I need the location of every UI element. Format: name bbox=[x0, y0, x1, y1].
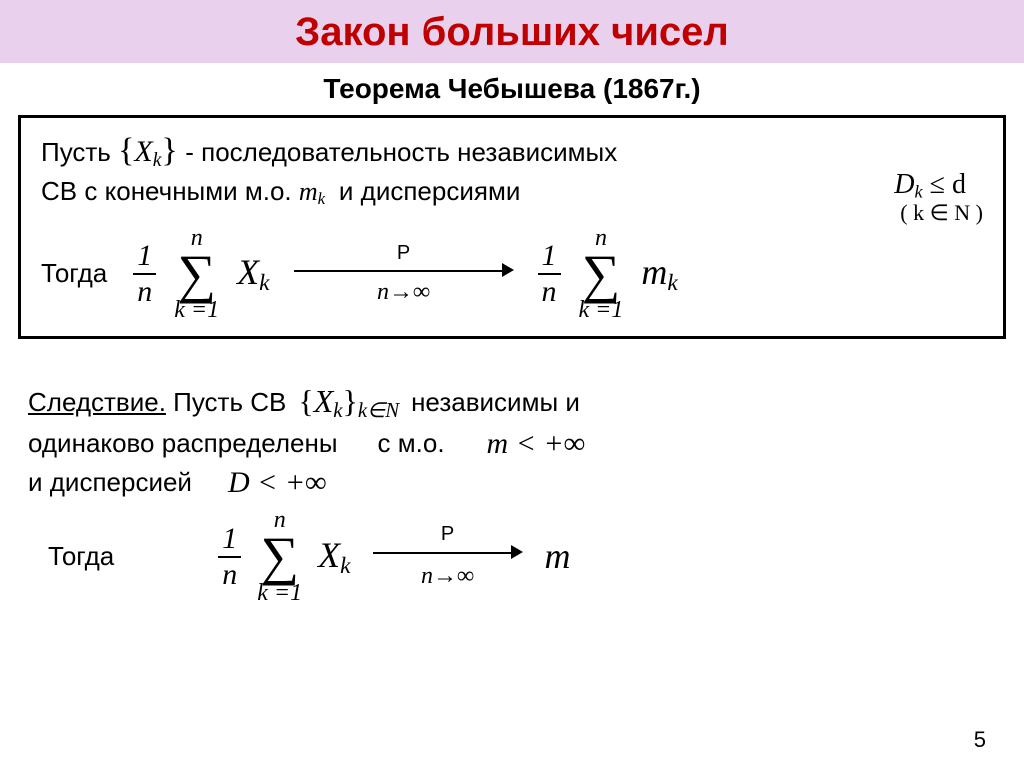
corollary-then: Тогда bbox=[48, 540, 114, 574]
subtitle: Теорема Чебышева (1867г.) bbox=[0, 73, 1024, 105]
m-condition: m < +∞ bbox=[487, 424, 586, 463]
then-label: Тогда bbox=[41, 258, 107, 289]
cor-limit-m: m bbox=[545, 533, 571, 580]
fraction-1n-left: 1 n bbox=[133, 241, 156, 307]
convergence-arrow: P n→∞ bbox=[294, 242, 514, 306]
fraction-1n-right: 1 n bbox=[538, 241, 561, 307]
theorem-formula: Тогда 1 n n ∑ k =1 Xk P n→∞ 1 n n ∑ k =1 bbox=[41, 226, 983, 323]
page-title: Закон больших чисел bbox=[0, 10, 1024, 55]
variance-bound: Dk ≤ d ( k ∈ N ) bbox=[894, 170, 983, 226]
cor-sum: n ∑ k =1 bbox=[257, 508, 302, 605]
corollary: Следствие. Пусть СВ {Xk}k∈N независимы и… bbox=[28, 381, 996, 605]
corollary-formula: Тогда 1 n n ∑ k =1 Xk P n→∞ m bbox=[28, 508, 996, 605]
theorem-line1: Пусть {Xk} - последовательность независи… bbox=[41, 132, 983, 172]
seq-desc: - последовательность независимых bbox=[185, 137, 617, 167]
seq-XkN: {Xk}k∈N bbox=[298, 381, 399, 424]
let-label: Пусть bbox=[41, 137, 111, 167]
term-mk: mk bbox=[641, 251, 677, 297]
sequence-Xk: {Xk} bbox=[118, 135, 185, 168]
cor-arrow: P n→∞ bbox=[373, 521, 523, 592]
cor-fraction: 1 n bbox=[218, 524, 241, 590]
sum-left: n ∑ k =1 bbox=[174, 226, 219, 323]
title-bar: Закон больших чисел bbox=[0, 0, 1024, 63]
term-Xk: Xk bbox=[237, 251, 269, 297]
mk-var: mk bbox=[299, 177, 332, 206]
corollary-label: Следствие. bbox=[28, 387, 166, 417]
D-condition: D < +∞ bbox=[228, 463, 327, 502]
theorem-box: Пусть {Xk} - последовательность независи… bbox=[18, 115, 1006, 339]
page-number: 5 bbox=[974, 727, 986, 753]
cor-term-Xk: Xk bbox=[318, 532, 350, 581]
theorem-line2: СВ с конечными м.о. mk и дисперсиями Dk … bbox=[41, 176, 983, 209]
sum-right: n ∑ k =1 bbox=[579, 226, 624, 323]
